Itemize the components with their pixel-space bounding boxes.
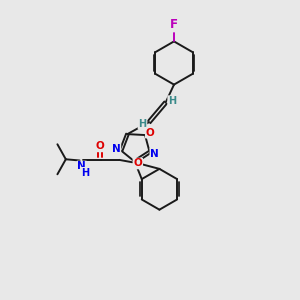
Text: O: O (134, 158, 142, 169)
Text: H: H (168, 96, 176, 106)
Text: H: H (81, 168, 89, 178)
Text: H: H (138, 118, 147, 129)
Text: N: N (150, 148, 159, 159)
Text: O: O (146, 128, 154, 138)
Text: O: O (96, 141, 104, 152)
Text: F: F (170, 18, 178, 32)
Text: N: N (112, 144, 120, 154)
Text: N: N (77, 161, 86, 172)
